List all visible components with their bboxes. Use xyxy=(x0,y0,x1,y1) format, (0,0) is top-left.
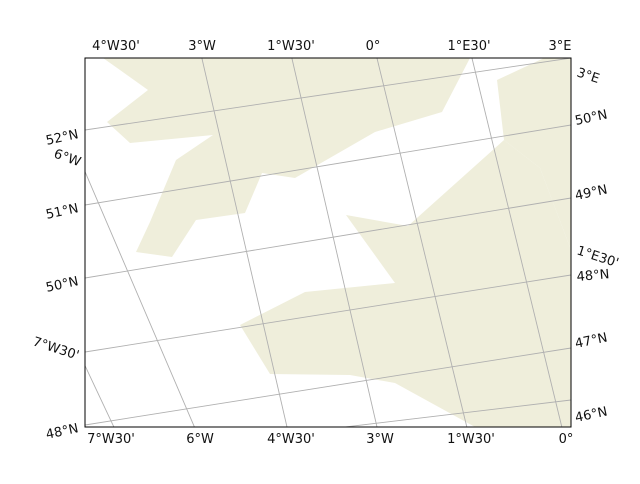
parallel-line xyxy=(85,124,571,206)
bottom-label: 6°W xyxy=(186,432,214,447)
left-label: 7°W30' xyxy=(31,335,81,364)
parallel-line xyxy=(341,399,571,427)
top-label: 1°E30' xyxy=(447,39,490,54)
meridian-line xyxy=(376,58,468,427)
top-label: 3°W xyxy=(188,39,216,54)
right-label: 46°N xyxy=(574,404,609,425)
parallel-line xyxy=(85,347,571,426)
land-britain xyxy=(103,58,470,257)
right-labels: 3°E 50°N 49°N 1°E30' 48°N 47°N 46°N xyxy=(574,66,621,426)
bottom-label: 7°W30' xyxy=(87,432,135,447)
right-label: 49°N xyxy=(574,182,609,203)
meridian-line xyxy=(85,364,115,427)
meridian-line xyxy=(201,58,288,427)
bottom-label: 4°W30' xyxy=(267,432,315,447)
meridian-line xyxy=(85,170,195,427)
left-label: 51°N xyxy=(45,201,80,222)
bottom-label: 1°W30' xyxy=(447,432,495,447)
top-label: 0° xyxy=(366,39,381,54)
meridian-line xyxy=(471,58,563,427)
parallel-line xyxy=(85,197,571,279)
top-label: 1°W30' xyxy=(267,39,315,54)
parallel-line xyxy=(85,274,571,353)
bottom-label: 0° xyxy=(559,432,574,447)
meridian-lines xyxy=(85,58,563,427)
bottom-label: 3°W xyxy=(366,432,394,447)
bottom-labels: 7°W30' 6°W 4°W30' 3°W 1°W30' 0° xyxy=(87,432,573,447)
right-label: 47°N xyxy=(574,330,609,351)
right-label: 48°N xyxy=(576,267,610,285)
top-labels: 4°W30' 3°W 1°W30' 0° 1°E30' 3°E xyxy=(92,39,571,54)
left-label: 48°N xyxy=(45,421,80,442)
right-label: 3°E xyxy=(575,66,602,87)
left-label: 6°W xyxy=(52,147,83,171)
parallel-lines xyxy=(85,58,571,427)
right-label: 50°N xyxy=(574,107,609,128)
right-label: 1°E30' xyxy=(575,244,621,272)
land-belgium-netherlands xyxy=(497,58,571,250)
map-area xyxy=(85,58,571,427)
left-label: 50°N xyxy=(45,274,80,295)
left-label: 52°N xyxy=(45,127,80,148)
top-label: 3°E xyxy=(549,39,572,54)
meridian-line xyxy=(291,58,378,427)
left-labels: 52°N 6°W 51°N 50°N 7°W30' 48°N xyxy=(31,127,83,442)
top-label: 4°W30' xyxy=(92,39,140,54)
map-frame xyxy=(84,57,572,428)
parallel-line xyxy=(85,58,571,131)
